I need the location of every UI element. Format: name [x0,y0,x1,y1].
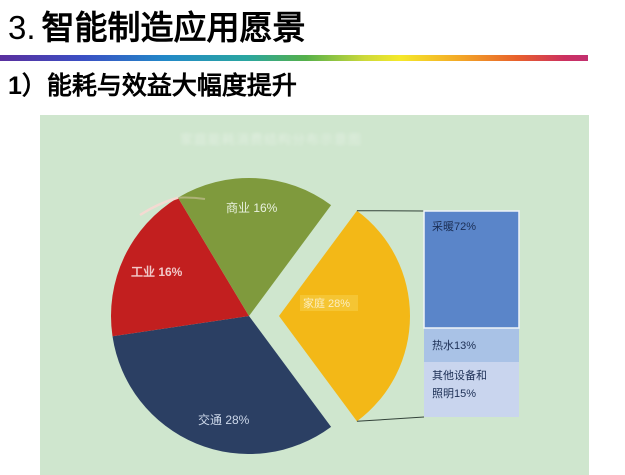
svg-text:商业 16%: 商业 16% [226,200,278,215]
svg-text:热水13%: 热水13% [432,339,476,352]
svg-text:采暖72%: 采暖72% [432,220,476,233]
svg-text:交通 28%: 交通 28% [198,412,250,427]
svg-text:家庭 28%: 家庭 28% [303,296,350,310]
svg-text:照明15%: 照明15% [432,387,476,400]
svg-text:工业 16%: 工业 16% [131,264,183,279]
svg-text:其他设备和: 其他设备和 [432,368,487,382]
